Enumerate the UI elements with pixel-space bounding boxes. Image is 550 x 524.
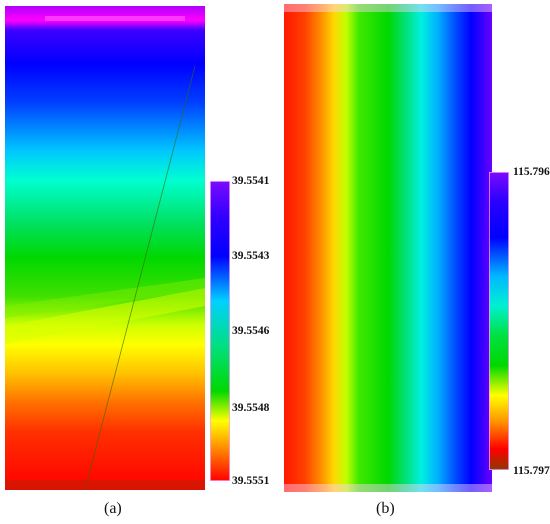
colorbar-a-tick-3: 39.5546 bbox=[232, 325, 270, 337]
colorbar-a-tick-5: 39.5551 bbox=[232, 475, 270, 487]
colorbar-a-tick-1: 39.5541 bbox=[232, 175, 270, 187]
caption-a: (a) bbox=[104, 500, 122, 517]
colorbar-a-gradient bbox=[210, 181, 230, 481]
colorbar-a bbox=[210, 181, 230, 481]
colorbar-a-tick-4: 39.5548 bbox=[232, 402, 270, 414]
colorbar-b-tick-bottom: 115.797 bbox=[513, 465, 550, 477]
contour-field-b bbox=[284, 4, 492, 492]
contour-map-a bbox=[5, 6, 205, 490]
contour-field-a bbox=[5, 6, 205, 490]
colorbar-a-tick-2: 39.5543 bbox=[232, 250, 270, 262]
colorbar-b-tick-top: 115.796 bbox=[513, 166, 550, 178]
colorbar-b bbox=[489, 172, 509, 470]
caption-b: (b) bbox=[376, 500, 395, 517]
contour-map-b bbox=[284, 4, 492, 492]
colorbar-b-gradient bbox=[489, 172, 509, 470]
